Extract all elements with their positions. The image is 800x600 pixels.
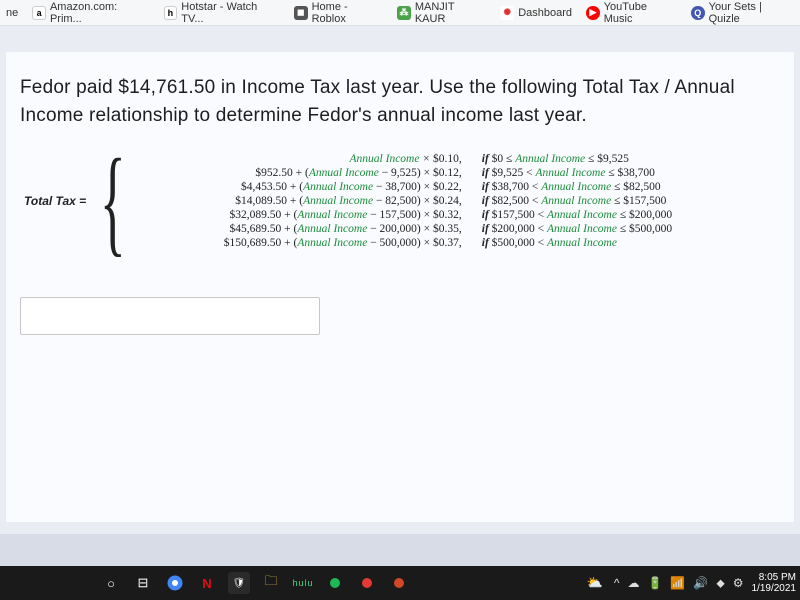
bookmark-roblox[interactable]: ◼ Home - Roblox	[294, 1, 383, 25]
problem-text: Fedor paid $14,761.50 in Income Tax last…	[20, 74, 780, 129]
bookmark-quizlet[interactable]: Q Your Sets | Quizle	[691, 1, 794, 25]
volume-icon[interactable]: 🔊	[693, 576, 708, 590]
epic-icon[interactable]: 🛡	[228, 572, 250, 594]
system-clock[interactable]: 8:05 PM 1/19/2021	[752, 572, 797, 594]
piecewise-expression: Annual Income × $0.10,	[134, 153, 462, 165]
piecewise-condition: if $200,000 < Annual Income ≤ $500,000	[482, 223, 728, 235]
netflix-icon[interactable]: N	[196, 572, 218, 594]
red-app-icon[interactable]	[356, 572, 378, 594]
piecewise-rows: Annual Income × $0.10, if $0 ≤ Annual Inc…	[134, 153, 728, 249]
bookmark-fragment: ne	[6, 7, 18, 19]
onedrive-icon[interactable]: ☁	[627, 576, 639, 590]
piecewise-condition: if $9,525 < Annual Income ≤ $38,700	[482, 167, 728, 179]
hulu-icon[interactable]: hulu	[292, 572, 314, 594]
chrome-icon[interactable]	[164, 572, 186, 594]
clock-date: 1/19/2021	[752, 583, 797, 594]
answer-input[interactable]	[20, 297, 320, 335]
dashboard-icon: ✺	[500, 6, 514, 20]
bookmark-amazon[interactable]: a Amazon.com: Prim...	[32, 1, 149, 25]
amazon-icon: a	[32, 6, 46, 20]
weather-icon[interactable]: ⛅	[584, 572, 606, 594]
powerpoint-icon[interactable]	[388, 572, 410, 594]
left-brace-icon: {	[100, 147, 126, 255]
manjit-icon: ⁂	[397, 6, 411, 20]
bookmark-hotstar[interactable]: h Hotstar - Watch TV...	[164, 1, 280, 25]
piecewise-expression: $4,453.50 + (Annual Income − 38,700) × $…	[134, 181, 462, 193]
bookmark-label: Your Sets | Quizle	[709, 1, 794, 25]
piecewise-expression: $952.50 + (Annual Income − 9,525) × $0.1…	[134, 167, 462, 179]
piecewise-row: $952.50 + (Annual Income − 9,525) × $0.1…	[134, 167, 728, 179]
piecewise-row: $32,089.50 + (Annual Income − 157,500) ×…	[134, 209, 728, 221]
piecewise-row: $14,089.50 + (Annual Income − 82,500) × …	[134, 195, 728, 207]
piecewise-condition: if $0 ≤ Annual Income ≤ $9,525	[482, 153, 728, 165]
cortana-icon[interactable]: ○	[100, 572, 122, 594]
piecewise-row: $150,689.50 + (Annual Income − 500,000) …	[134, 237, 728, 249]
page-content: Fedor paid $14,761.50 in Income Tax last…	[0, 26, 800, 534]
battery-icon[interactable]: 🔋	[647, 576, 662, 590]
bookmark-label: Hotstar - Watch TV...	[181, 1, 280, 25]
piecewise-expression: $32,089.50 + (Annual Income − 157,500) ×…	[134, 209, 462, 221]
piecewise-expression: $150,689.50 + (Annual Income − 500,000) …	[134, 237, 462, 249]
bookmark-label: YouTube Music	[604, 1, 677, 25]
youtube-music-icon: ▶	[586, 6, 600, 20]
piecewise-condition: if $500,000 < Annual Income	[482, 237, 728, 249]
file-explorer-icon[interactable]: 🗀	[260, 572, 282, 594]
bookmark-youtube-music[interactable]: ▶ YouTube Music	[586, 1, 677, 25]
piecewise-function: Total Tax = { Annual Income × $0.10, if $…	[24, 147, 780, 255]
windows-taskbar: ○ ⊟ N 🛡 🗀 hulu ⛅ ^ ☁ 🔋 📶 🔊 ⬥ ⚙ 8:05 PM 1…	[0, 566, 800, 600]
bookmarks-bar: ne a Amazon.com: Prim... h Hotstar - Wat…	[0, 0, 800, 26]
bookmark-label: Dashboard	[518, 7, 572, 19]
problem-card: Fedor paid $14,761.50 in Income Tax last…	[6, 52, 794, 522]
task-view-icon[interactable]: ⊟	[132, 572, 154, 594]
bookmark-manjit[interactable]: ⁂ MANJIT KAUR	[397, 1, 486, 25]
bookmark-label: MANJIT KAUR	[415, 1, 486, 25]
piecewise-row: $45,689.50 + (Annual Income − 200,000) ×…	[134, 223, 728, 235]
bookmark-label: Home - Roblox	[312, 1, 384, 25]
quizlet-icon: Q	[691, 6, 705, 20]
piecewise-expression: $14,089.50 + (Annual Income − 82,500) × …	[134, 195, 462, 207]
clock-time: 8:05 PM	[752, 572, 797, 583]
piecewise-lhs: Total Tax =	[24, 194, 86, 208]
bookmark-label: Amazon.com: Prim...	[50, 1, 150, 25]
piecewise-row: Annual Income × $0.10, if $0 ≤ Annual Inc…	[134, 153, 728, 165]
piecewise-expression: $45,689.50 + (Annual Income − 200,000) ×…	[134, 223, 462, 235]
piecewise-condition: if $82,500 < Annual Income ≤ $157,500	[482, 195, 728, 207]
bookmark-dashboard[interactable]: ✺ Dashboard	[500, 6, 572, 20]
roblox-icon: ◼	[294, 6, 308, 20]
settings-icon[interactable]: ⚙	[733, 576, 744, 590]
wifi-icon[interactable]: 📶	[670, 576, 685, 590]
piecewise-row: $4,453.50 + (Annual Income − 38,700) × $…	[134, 181, 728, 193]
piecewise-condition: if $38,700 < Annual Income ≤ $82,500	[482, 181, 728, 193]
piecewise-condition: if $157,500 < Annual Income ≤ $200,000	[482, 209, 728, 221]
hotstar-icon: h	[164, 6, 178, 20]
tray-chevron-icon[interactable]: ^	[614, 576, 620, 590]
spotify-icon[interactable]	[324, 572, 346, 594]
dropbox-icon[interactable]: ⬥	[716, 576, 724, 591]
